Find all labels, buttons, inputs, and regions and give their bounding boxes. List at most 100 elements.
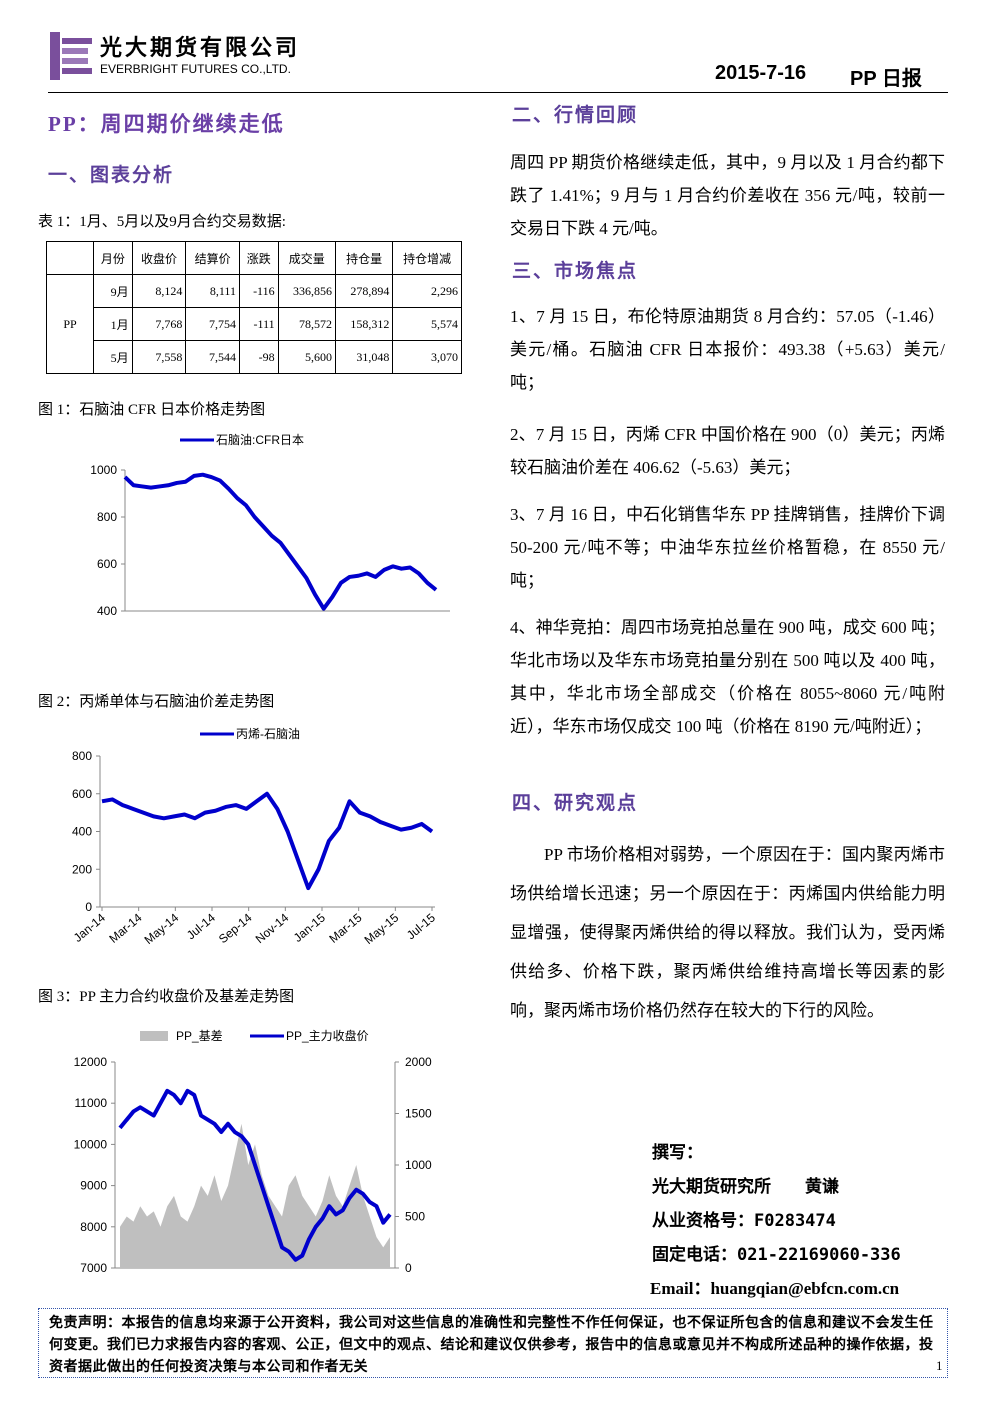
header-rule [48, 92, 948, 93]
line [118, 1088, 392, 1262]
table-header: 结算价 [185, 241, 240, 275]
table-cell: 336,856 [277, 274, 336, 308]
data-table: 月份 收盘价 结算价 涨跌 成交量 持仓量 持仓增减 PP 9月 8,124 8,111 -116 3… [46, 241, 462, 374]
author-line: Email：huangqian@ebfcn.com.cn [650, 1279, 900, 1298]
x-tick-label: Mar-14 [106, 910, 144, 945]
table-cell: -98 [238, 340, 279, 374]
table-cell: 78,572 [277, 307, 336, 341]
x-tick-label: Nov-14 [253, 910, 292, 946]
line [123, 472, 438, 611]
table-cell: 158,312 [334, 307, 394, 341]
area [120, 1123, 390, 1268]
table-cell: 5,600 [277, 340, 336, 374]
table-header: 涨跌 [238, 241, 279, 275]
title: PP：周四期价继续走低 [48, 112, 285, 136]
paragraph: 1、7 月 15 日，布伦特原油期货 8 月合约：57.05（-1.46）美元/… [510, 307, 945, 392]
table-cell: 3,070 [392, 340, 462, 374]
figure-caption: 图 2：丙烯单体与石脑油价差走势图 [38, 694, 275, 710]
table-header: 收盘价 [131, 241, 187, 275]
page-number: 1 [936, 1358, 943, 1373]
paragraph: 3、7 月 16 日，中石化销售华东 PP 挂牌销售，挂牌价下调 50-200 … [510, 505, 945, 590]
table-product: PP [46, 274, 94, 374]
author-line: 撰写： [652, 1143, 703, 1163]
x-tick-label: Mar-15 [326, 910, 364, 945]
table-header: 月份 [93, 241, 133, 275]
y-tick-label: 400 [72, 825, 92, 839]
chart: 400 600 800 1000 石脑油:CFR日本 [90, 433, 450, 618]
table-cell: 7,754 [185, 307, 240, 341]
table-caption: 表 1：1月、5月以及9月合约交易数据: [38, 214, 286, 230]
y-tick-label: 1000 [90, 463, 117, 477]
paragraph: 2、7 月 15 日，丙烯 CFR 中国价格在 900（0）美元；丙烯较石脑油价… [510, 425, 945, 477]
y-tick-label: 600 [72, 787, 92, 801]
x-tick-label: May-15 [362, 910, 402, 947]
y-tick-label: 11000 [75, 1096, 108, 1110]
table-cell: -111 [238, 307, 279, 341]
y-tick-label: 600 [97, 557, 117, 571]
section-heading: 三、市场焦点 [512, 261, 639, 282]
table-cell: 8,111 [185, 274, 240, 308]
paragraph: 周四 PP 期货价格继续走低，其中，9 月以及 1 月合约都下跌了 1.41%；… [510, 153, 945, 238]
company-en: EVERBRIGHT FUTURES CO.,LTD. [100, 62, 291, 76]
table-header: 成交量 [277, 241, 336, 275]
author-line: 从业资格号：F0283474 [652, 1211, 836, 1231]
y-tick-label: 800 [72, 749, 92, 763]
y-tick-label: 10000 [74, 1137, 108, 1151]
y-tick-label: 400 [97, 604, 117, 618]
x-tick-label: Jan-14 [71, 910, 108, 945]
table-cell: 7,544 [185, 340, 240, 374]
x-tick-label: Jul-15 [404, 910, 438, 942]
legend-label: PP_基差 [176, 1029, 223, 1043]
paragraph: 4、神华竞拍：周四市场竞拍总量在 900 吨，成交 600 吨；华北市场以及华东… [510, 618, 945, 736]
y-tick-label: 9000 [80, 1179, 107, 1193]
y-tick-label: 800 [97, 510, 117, 524]
disclaimer-box: 免责声明：本报告的信息均来源于公开资料，我公司对这些信息的准确性和完整性不作任何… [38, 1308, 948, 1378]
author-line: 固定电话：021-22169060-336 [652, 1245, 901, 1265]
y-tick-label: 200 [72, 862, 92, 876]
report-name: PP 日报 [850, 68, 922, 90]
y2-tick-label: 2000 [405, 1055, 432, 1069]
y2-tick-label: 500 [405, 1210, 425, 1224]
section-heading: 二、行情回顾 [512, 105, 639, 126]
figure-caption: 图 3：PP 主力合约收盘价及基差走势图 [38, 989, 295, 1005]
x-tick-label: Sep-14 [216, 910, 255, 946]
table-cell: 2,296 [392, 274, 462, 308]
paragraph: PP 市场价格相对弱势，一个原因在于：国内聚丙烯市场供给增长迅速；另一个原因在于… [510, 845, 945, 1020]
legend-label: 丙烯-石脑油 [236, 727, 300, 741]
table-header: 持仓量 [334, 241, 394, 275]
logo [50, 32, 92, 80]
y2-tick-label: 0 [405, 1261, 412, 1275]
table-cell: 7,558 [131, 340, 187, 374]
table-cell: -116 [238, 274, 279, 308]
y-tick-label: 12000 [74, 1055, 108, 1069]
section-heading: 一、图表分析 [48, 165, 175, 186]
author-line: 光大期货研究所 黄谦 [652, 1177, 839, 1197]
y-tick-label: 0 [85, 900, 92, 914]
table-cell: 5月 [93, 340, 133, 374]
table-cell: 9月 [93, 274, 133, 308]
chart: 7000 8000 9000 10000 11000 12000 0 500 1000 1500 2… [74, 1028, 432, 1275]
figure-caption: 图 1：石脑油 CFR 日本价格走势图 [38, 402, 266, 418]
table-cell: 8,124 [131, 274, 187, 308]
legend-label: PP_主力收盘价 [286, 1028, 369, 1043]
table-cell: 278,894 [334, 274, 394, 308]
line [101, 791, 434, 891]
x-tick-label: Jan-15 [291, 910, 328, 945]
table-cell: 7,768 [131, 307, 187, 341]
y-tick-label: 7000 [80, 1261, 107, 1275]
x-tick-label: Jul-14 [184, 910, 218, 942]
company-cn: 光大期货有限公司 [100, 35, 301, 60]
table-cell: 31,048 [334, 340, 394, 374]
y2-tick-label: 1000 [405, 1158, 432, 1172]
y-tick-label: 8000 [80, 1220, 107, 1234]
legend-label: 石脑油:CFR日本 [216, 433, 304, 447]
date: 2015-7-16 [715, 62, 807, 84]
x-tick-label: May-14 [142, 910, 182, 947]
section-heading: 四、研究观点 [512, 793, 639, 814]
y2-tick-label: 1500 [405, 1107, 432, 1121]
legend-swatch [140, 1031, 168, 1041]
disclaimer: 免责声明：本报告的信息均来源于公开资料，我公司对这些信息的准确性和完整性不作任何… [49, 1315, 934, 1375]
table-cell: 1月 [93, 307, 133, 341]
